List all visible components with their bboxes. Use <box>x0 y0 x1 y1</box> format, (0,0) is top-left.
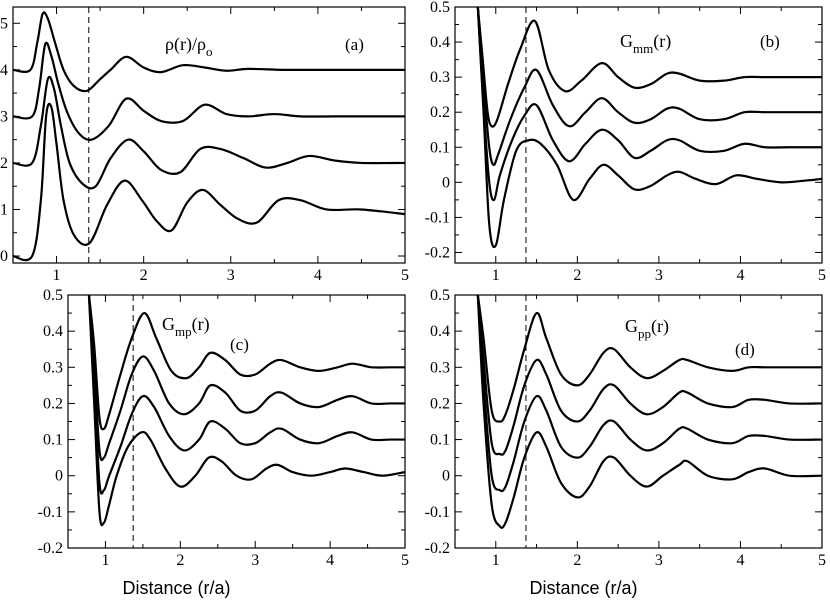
panel-title: ρ(r)/ρo <box>165 34 212 59</box>
panel-title: Gmp(r) <box>162 314 210 339</box>
y-tick-label: 0.3 <box>43 359 63 376</box>
panel-title-subscript: mp <box>175 324 192 339</box>
y-tick-label: 0 <box>442 468 450 485</box>
series-line-4 <box>87 295 405 431</box>
panel-title-tail: (r) <box>651 316 669 337</box>
panel-tag: (d) <box>735 340 755 359</box>
plot-frame <box>454 6 823 264</box>
x-tick-label: 3 <box>227 267 235 284</box>
panel-title-main: G <box>625 316 638 336</box>
panel-title-subscript: o <box>206 44 213 59</box>
y-tick-label: 0.3 <box>430 69 450 86</box>
y-tick-label: 0.4 <box>430 34 450 51</box>
panel-tag: (c) <box>230 335 249 354</box>
y-tick-label: 0.1 <box>43 432 63 449</box>
y-tick-label: 2 <box>0 155 8 172</box>
x-tick-label: 2 <box>176 552 184 569</box>
y-tick-label: 1 <box>0 201 8 218</box>
x-axis-label: Distance (r/a) <box>122 578 230 598</box>
y-tick-label: 5 <box>0 15 8 32</box>
x-tick-label: 4 <box>736 552 744 569</box>
x-tick-label: 5 <box>401 267 409 284</box>
x-tick-label: 5 <box>818 267 826 284</box>
x-tick-label: 3 <box>251 552 259 569</box>
series-line-4 <box>13 11 405 93</box>
curves <box>476 7 822 249</box>
panel-title: Gmm(r) <box>620 31 671 56</box>
y-tick-label: 0.4 <box>430 323 450 340</box>
y-tick-label: 0 <box>55 468 63 485</box>
panel-title-main: G <box>620 31 633 51</box>
series-line-1 <box>13 102 405 262</box>
y-tick-label: -0.1 <box>425 504 450 521</box>
curves <box>476 295 822 529</box>
plot-frame <box>67 294 406 549</box>
x-axis-label: Distance (r/a) <box>529 578 637 598</box>
y-tick-label: -0.2 <box>38 540 63 557</box>
series-line-4 <box>476 7 822 128</box>
series-line-2 <box>476 295 822 493</box>
panel-tag: (a) <box>345 35 364 54</box>
x-tick-label: 5 <box>401 552 409 569</box>
panel-c: 1 2 3 4 5 -0.2 -0.1 0 0.1 0.2 0.3 0.4 0.5 Gmp(r) (c) Di… <box>38 287 409 598</box>
x-tick-label: 3 <box>655 552 663 569</box>
y-tick-label: -0.1 <box>425 209 450 226</box>
y-tick-label: 0.3 <box>430 359 450 376</box>
panel-title-tail: (r) <box>192 314 210 335</box>
x-tick-label: 4 <box>736 267 744 284</box>
y-tick-label: -0.1 <box>38 504 63 521</box>
series-line-3 <box>476 295 822 456</box>
series-line-2 <box>476 7 822 202</box>
y-tick-label: 0 <box>442 174 450 191</box>
y-tick-label: 0.1 <box>430 139 450 156</box>
series-line-3 <box>13 41 405 141</box>
y-tick-label: 0.2 <box>430 104 450 121</box>
series-line-3 <box>476 7 822 167</box>
x-tick-label: 5 <box>818 552 826 569</box>
panel-tag: (b) <box>760 32 780 51</box>
x-tick-label: 1 <box>101 552 109 569</box>
panel-title-subscript: mm <box>633 41 653 56</box>
series-line-4 <box>476 295 822 423</box>
y-tick-label: 0 <box>0 248 8 265</box>
y-tick-label: 0.4 <box>43 323 63 340</box>
panel-title-tail: (r) <box>653 31 671 52</box>
y-tick-label: -0.2 <box>425 540 450 557</box>
x-tick-label: 2 <box>573 552 581 569</box>
y-tick-label: 0.1 <box>430 432 450 449</box>
y-tick-label: 0.2 <box>43 395 63 412</box>
y-tick-label: 4 <box>0 62 8 79</box>
x-tick-label: 1 <box>492 552 500 569</box>
curves <box>13 11 405 262</box>
y-tick-label: -0.2 <box>425 244 450 261</box>
x-tick-label: 1 <box>53 267 61 284</box>
x-tick-label: 2 <box>140 267 148 284</box>
y-tick-label: 0.2 <box>430 395 450 412</box>
panel-title-main: ρ(r)/ρ <box>165 34 206 55</box>
panel-title-subscript: pp <box>638 326 651 341</box>
x-tick-label: 3 <box>655 267 663 284</box>
panel-title-main: G <box>162 314 175 334</box>
x-tick-label: 2 <box>573 267 581 284</box>
x-tick-label: 1 <box>492 267 500 284</box>
series-line-2 <box>87 295 405 495</box>
y-tick-label: 0.5 <box>430 287 450 304</box>
panel-title: Gpp(r) <box>625 316 669 341</box>
panel-b: 1 2 3 4 5 -0.2 -0.1 0 0.1 0.2 0.3 0.4 0.5 Gmm(r) (b) <box>425 0 826 284</box>
plot-frame <box>12 6 406 264</box>
series-line-1 <box>476 7 822 249</box>
series-line-3 <box>87 295 405 462</box>
y-tick-label: 3 <box>0 108 8 125</box>
series-line-1 <box>476 295 822 529</box>
series-line-2 <box>13 75 405 190</box>
series-line-1 <box>87 295 405 527</box>
curves <box>87 295 405 527</box>
y-tick-label: 0.5 <box>43 287 63 304</box>
y-tick-label: 0.5 <box>430 0 450 16</box>
panel-d: 1 2 3 4 5 -0.2 -0.1 0 0.1 0.2 0.3 0.4 0.5 Gpp(r) (d) Di… <box>425 287 826 598</box>
x-tick-label: 4 <box>326 552 334 569</box>
panel-a: 1 2 3 4 5 0 1 2 3 4 5 ρ(r)/ρo (a) <box>0 6 409 284</box>
x-tick-label: 4 <box>314 267 322 284</box>
